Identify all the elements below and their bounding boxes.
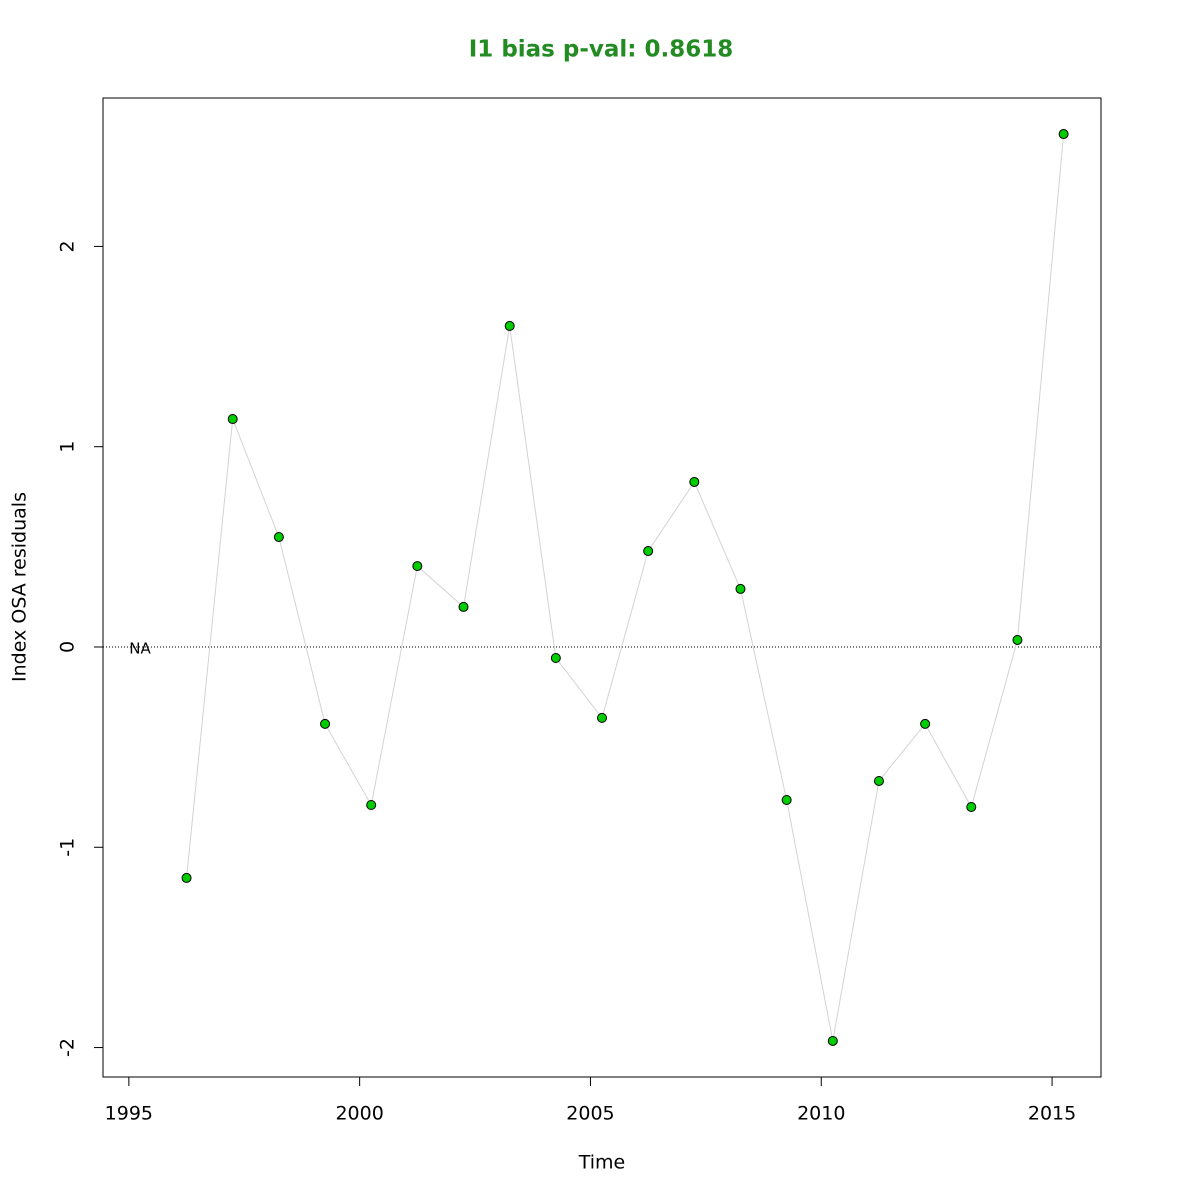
- data-point: [227, 414, 238, 425]
- data-point: [873, 775, 884, 786]
- x-tick-label: 1995: [105, 1103, 153, 1125]
- data-point: [597, 712, 607, 723]
- y-tick-label: 0: [57, 641, 79, 653]
- data-point: [412, 561, 423, 572]
- x-tick-label: 2015: [1028, 1103, 1076, 1125]
- y-tick-label: -1: [57, 838, 79, 857]
- data-point: [689, 476, 700, 487]
- y-tick-label: -2: [57, 1038, 79, 1057]
- data-point: [827, 1035, 838, 1046]
- data-point: [504, 320, 515, 331]
- y-tick-label: 1: [57, 441, 79, 453]
- y-axis-label: Index OSA residuals: [9, 492, 31, 682]
- chart-title: I1 bias p-val: 0.8618: [469, 37, 734, 63]
- data-point: [550, 653, 561, 664]
- data-point: [181, 872, 192, 883]
- plot-frame: [102, 97, 1102, 1078]
- x-tick-label: 2000: [335, 1103, 383, 1125]
- x-tick-label: 2010: [797, 1103, 845, 1125]
- data-point: [1012, 634, 1023, 645]
- data-point: [966, 802, 977, 813]
- annotation: NA: [129, 639, 151, 657]
- x-axis-label: Time: [578, 1152, 626, 1174]
- data-point: [458, 601, 469, 612]
- data-point: [366, 800, 377, 811]
- data-point: [643, 546, 654, 557]
- data-point: [1058, 129, 1069, 140]
- x-tick-label: 2005: [566, 1103, 614, 1125]
- series-line: [186, 134, 1065, 1042]
- data-point: [735, 583, 746, 594]
- data-point: [781, 795, 792, 806]
- data-point: [273, 532, 284, 543]
- y-tick-label: 2: [57, 240, 79, 252]
- data-point: [320, 718, 331, 729]
- data-point: [920, 718, 931, 729]
